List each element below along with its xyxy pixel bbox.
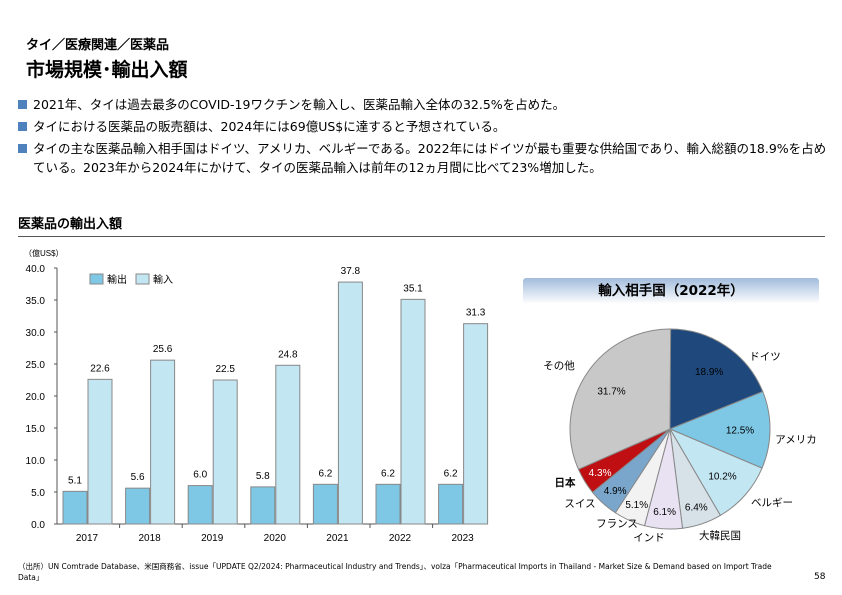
slice-label: スイス — [564, 498, 595, 510]
x-tick-label: 2019 — [201, 533, 224, 544]
slice-percent: 5.1% — [625, 500, 648, 511]
legend-label: 輸出 — [107, 273, 127, 286]
y-tick-label: 20.0 — [26, 392, 46, 403]
bullet-2: タイにおける医薬品の販売額は、2024年には69億US$に達すると予想されている… — [18, 117, 833, 136]
bullet-text: タイの主な医薬品輸入相手国はドイツ、アメリカ、ベルギーである。2022年にはドイ… — [33, 141, 827, 175]
x-tick-label: 2018 — [138, 533, 161, 544]
slice-label: インド — [633, 532, 665, 544]
y-tick-label: 40.0 — [26, 264, 46, 275]
legend-swatch — [135, 273, 150, 285]
bar-import — [463, 323, 489, 525]
bar-import — [212, 379, 238, 525]
bar-export — [312, 483, 338, 525]
pie-title: 輸入相手国（2022年） — [523, 278, 819, 304]
slice-percent: 18.9% — [695, 367, 723, 378]
slice-label: ベルギー — [751, 497, 793, 509]
bar-import — [337, 281, 363, 525]
bullet-3: タイの主な医薬品輸入相手国はドイツ、アメリカ、ベルギーである。2022年にはドイ… — [18, 139, 838, 177]
bar-export — [375, 483, 401, 525]
x-tick-label: 2020 — [264, 533, 287, 544]
y-tick-label: 10.0 — [26, 456, 46, 467]
slice-label: その他 — [543, 359, 575, 372]
data-label: 22.6 — [90, 363, 110, 374]
pie-slice — [569, 328, 672, 470]
y-tick-label: 30.0 — [26, 328, 46, 339]
source-note: （出所）UN Comtrade Database、米国商務省、issue「UPD… — [18, 562, 772, 582]
data-label: 31.3 — [466, 308, 486, 319]
x-tick-label: 2021 — [326, 533, 349, 544]
data-label: 5.8 — [256, 471, 270, 482]
unit-label: （億US$） — [24, 248, 64, 258]
x-tick-label: 2023 — [451, 533, 474, 544]
data-label: 6.2 — [381, 468, 395, 479]
data-label: 6.2 — [444, 468, 458, 479]
pie-slice — [669, 328, 764, 430]
slice-percent: 4.9% — [604, 486, 627, 497]
y-tick-label: 5.0 — [31, 488, 45, 499]
data-label: 5.1 — [68, 475, 82, 486]
slice-percent: 6.1% — [653, 507, 676, 518]
bar-export — [187, 485, 213, 525]
data-label: 22.5 — [215, 364, 235, 375]
slice-percent: 4.3% — [589, 468, 612, 479]
bullet-text: タイにおける医薬品の販売額は、2024年には69億US$に達すると予想されている… — [33, 119, 506, 134]
slice-percent: 12.5% — [726, 426, 754, 437]
slice-percent: 31.7% — [597, 387, 625, 398]
data-label: 37.8 — [341, 266, 361, 277]
slice-label: 日本 — [555, 476, 576, 489]
data-label: 25.6 — [153, 344, 173, 355]
slice-label: ドイツ — [749, 351, 781, 363]
bullet-icon — [18, 100, 27, 109]
slice-percent: 6.4% — [685, 503, 708, 514]
legend-label: 輸入 — [153, 273, 173, 286]
bar-export — [250, 486, 276, 525]
bar-import — [150, 359, 176, 525]
divider — [18, 236, 825, 237]
data-label: 24.8 — [278, 349, 298, 360]
bar-export — [438, 483, 464, 525]
slice-label: フランス — [596, 518, 638, 530]
y-tick-label: 25.0 — [26, 360, 46, 371]
pie-slice — [668, 390, 771, 469]
bar-import — [400, 298, 426, 525]
bullet-icon — [18, 144, 27, 153]
y-tick-label: 15.0 — [26, 424, 46, 435]
bullet-text: 2021年、タイは過去最多のCOVID-19ワクチンを輸入し、医薬品輸入全体の3… — [33, 97, 566, 112]
y-tick-label: 35.0 — [26, 296, 46, 307]
section-title: 医薬品の輸出入額 — [18, 217, 123, 232]
data-label: 6.2 — [318, 468, 332, 479]
breadcrumb: タイ／医療関連／医薬品 — [26, 38, 170, 53]
slice-label: アメリカ — [775, 434, 816, 446]
bullet-1: 2021年、タイは過去最多のCOVID-19ワクチンを輸入し、医薬品輸入全体の3… — [18, 95, 833, 114]
bar-export — [125, 487, 151, 525]
slice-label: 大韓民国 — [699, 529, 741, 542]
data-label: 6.0 — [193, 470, 207, 481]
page-title: 市場規模･輸出入額 — [26, 59, 188, 81]
legend-swatch — [89, 273, 104, 285]
x-tick-label: 2022 — [389, 533, 412, 544]
bar-import — [275, 364, 301, 525]
page-number: 58 — [814, 572, 826, 582]
bar-export — [62, 490, 88, 525]
x-tick-label: 2017 — [76, 533, 99, 544]
bullet-icon — [18, 122, 27, 131]
bar-import — [87, 378, 113, 525]
slice-percent: 10.2% — [708, 471, 736, 482]
data-label: 5.6 — [131, 472, 145, 483]
y-tick-label: 0.0 — [31, 520, 45, 531]
data-label: 35.1 — [403, 283, 423, 294]
